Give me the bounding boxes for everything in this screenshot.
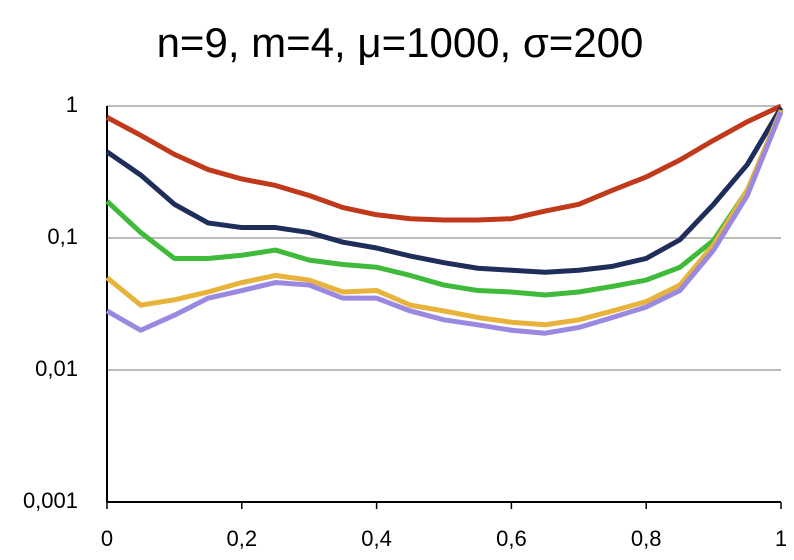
x-tick-label: 1: [775, 526, 787, 551]
y-tick-label: 0,1: [47, 224, 78, 249]
line-series: [105, 109, 784, 328]
y-tick-label: 1: [66, 92, 78, 117]
x-tick-label: 0: [101, 526, 113, 551]
line-series: [105, 103, 783, 223]
y-tick-label: 0,01: [35, 356, 78, 381]
x-tick-label: 0,6: [496, 526, 527, 551]
line-series: [105, 111, 784, 298]
y-tick-label: 0,001: [23, 488, 78, 513]
x-tick-label: 0,2: [227, 526, 258, 551]
x-tick-label: 0,4: [361, 526, 392, 551]
line-series: [105, 106, 784, 275]
chart-title: n=9, m=4, μ=1000, σ=200: [157, 19, 644, 66]
line-series: [105, 111, 784, 336]
x-tick-label: 0,8: [631, 526, 662, 551]
